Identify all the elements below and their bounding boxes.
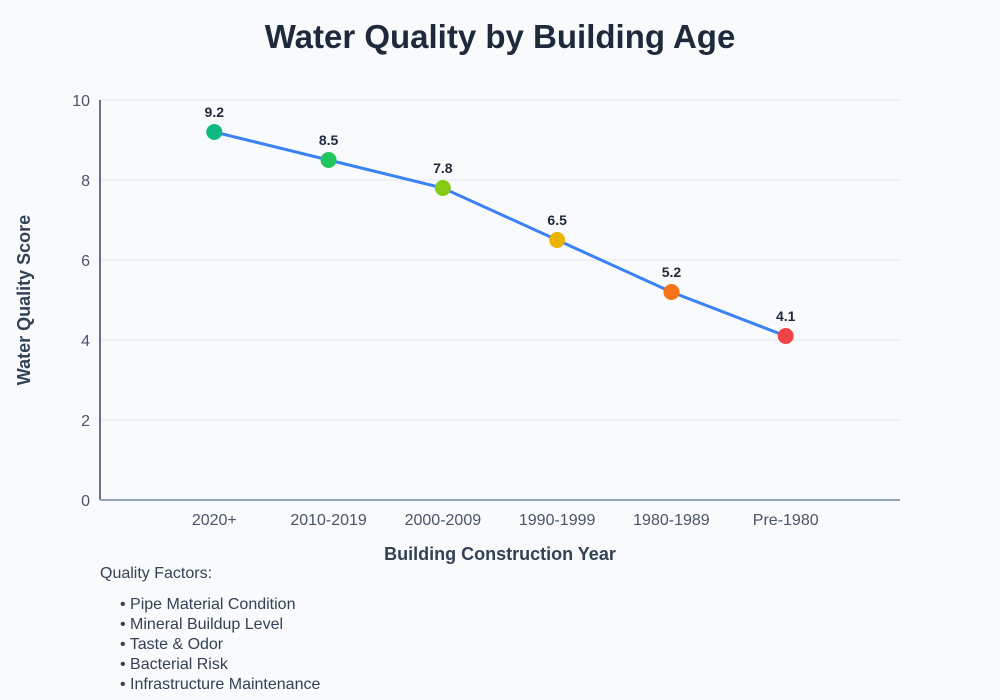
x-tick-label: 1980-1989: [633, 512, 710, 529]
factor-item: • Infrastructure Maintenance: [120, 676, 321, 693]
series-line: [213, 130, 787, 338]
factor-item: • Bacterial Risk: [120, 656, 228, 673]
data-label: 7.8: [433, 160, 453, 176]
x-tick-label: Pre-1980: [753, 512, 819, 529]
y-tick-label: 2: [81, 413, 90, 430]
data-label: 5.2: [662, 264, 682, 280]
x-tick-label: 1990-1999: [519, 512, 596, 529]
data-point: [663, 284, 680, 300]
y-tick-label: 10: [72, 93, 90, 110]
data-point: [434, 180, 451, 196]
y-tick-label: 4: [81, 333, 90, 350]
quality-factors-heading: Quality Factors:: [100, 565, 213, 582]
data-point: [549, 232, 566, 248]
quality-factors: Quality Factors: • Pipe Material Conditi…: [100, 565, 320, 695]
y-tick-label: 0: [81, 493, 90, 510]
chart-title: Water Quality by Building Age: [264, 18, 736, 55]
y-axis-label: Water Quality Score: [14, 215, 34, 385]
data-label: 9.2: [205, 104, 225, 120]
x-axis-label: Building Construction Year: [384, 544, 616, 564]
x-tick-label: 2010-2019: [290, 512, 367, 529]
factor-item: • Taste & Odor: [120, 636, 224, 653]
factor-item: • Pipe Material Condition: [120, 596, 296, 613]
data-point: [777, 328, 794, 344]
data-label: 4.1: [776, 308, 796, 324]
y-tick-label: 8: [81, 173, 90, 190]
data-label: 8.5: [319, 132, 339, 148]
data-point: [320, 152, 337, 168]
x-tick-label: 2000-2009: [405, 512, 482, 529]
y-tick-label: 6: [81, 253, 90, 270]
data-label: 6.5: [547, 212, 567, 228]
data-point: [206, 124, 223, 140]
factor-item: • Mineral Buildup Level: [120, 616, 284, 633]
x-tick-label: 2020+: [192, 512, 237, 529]
